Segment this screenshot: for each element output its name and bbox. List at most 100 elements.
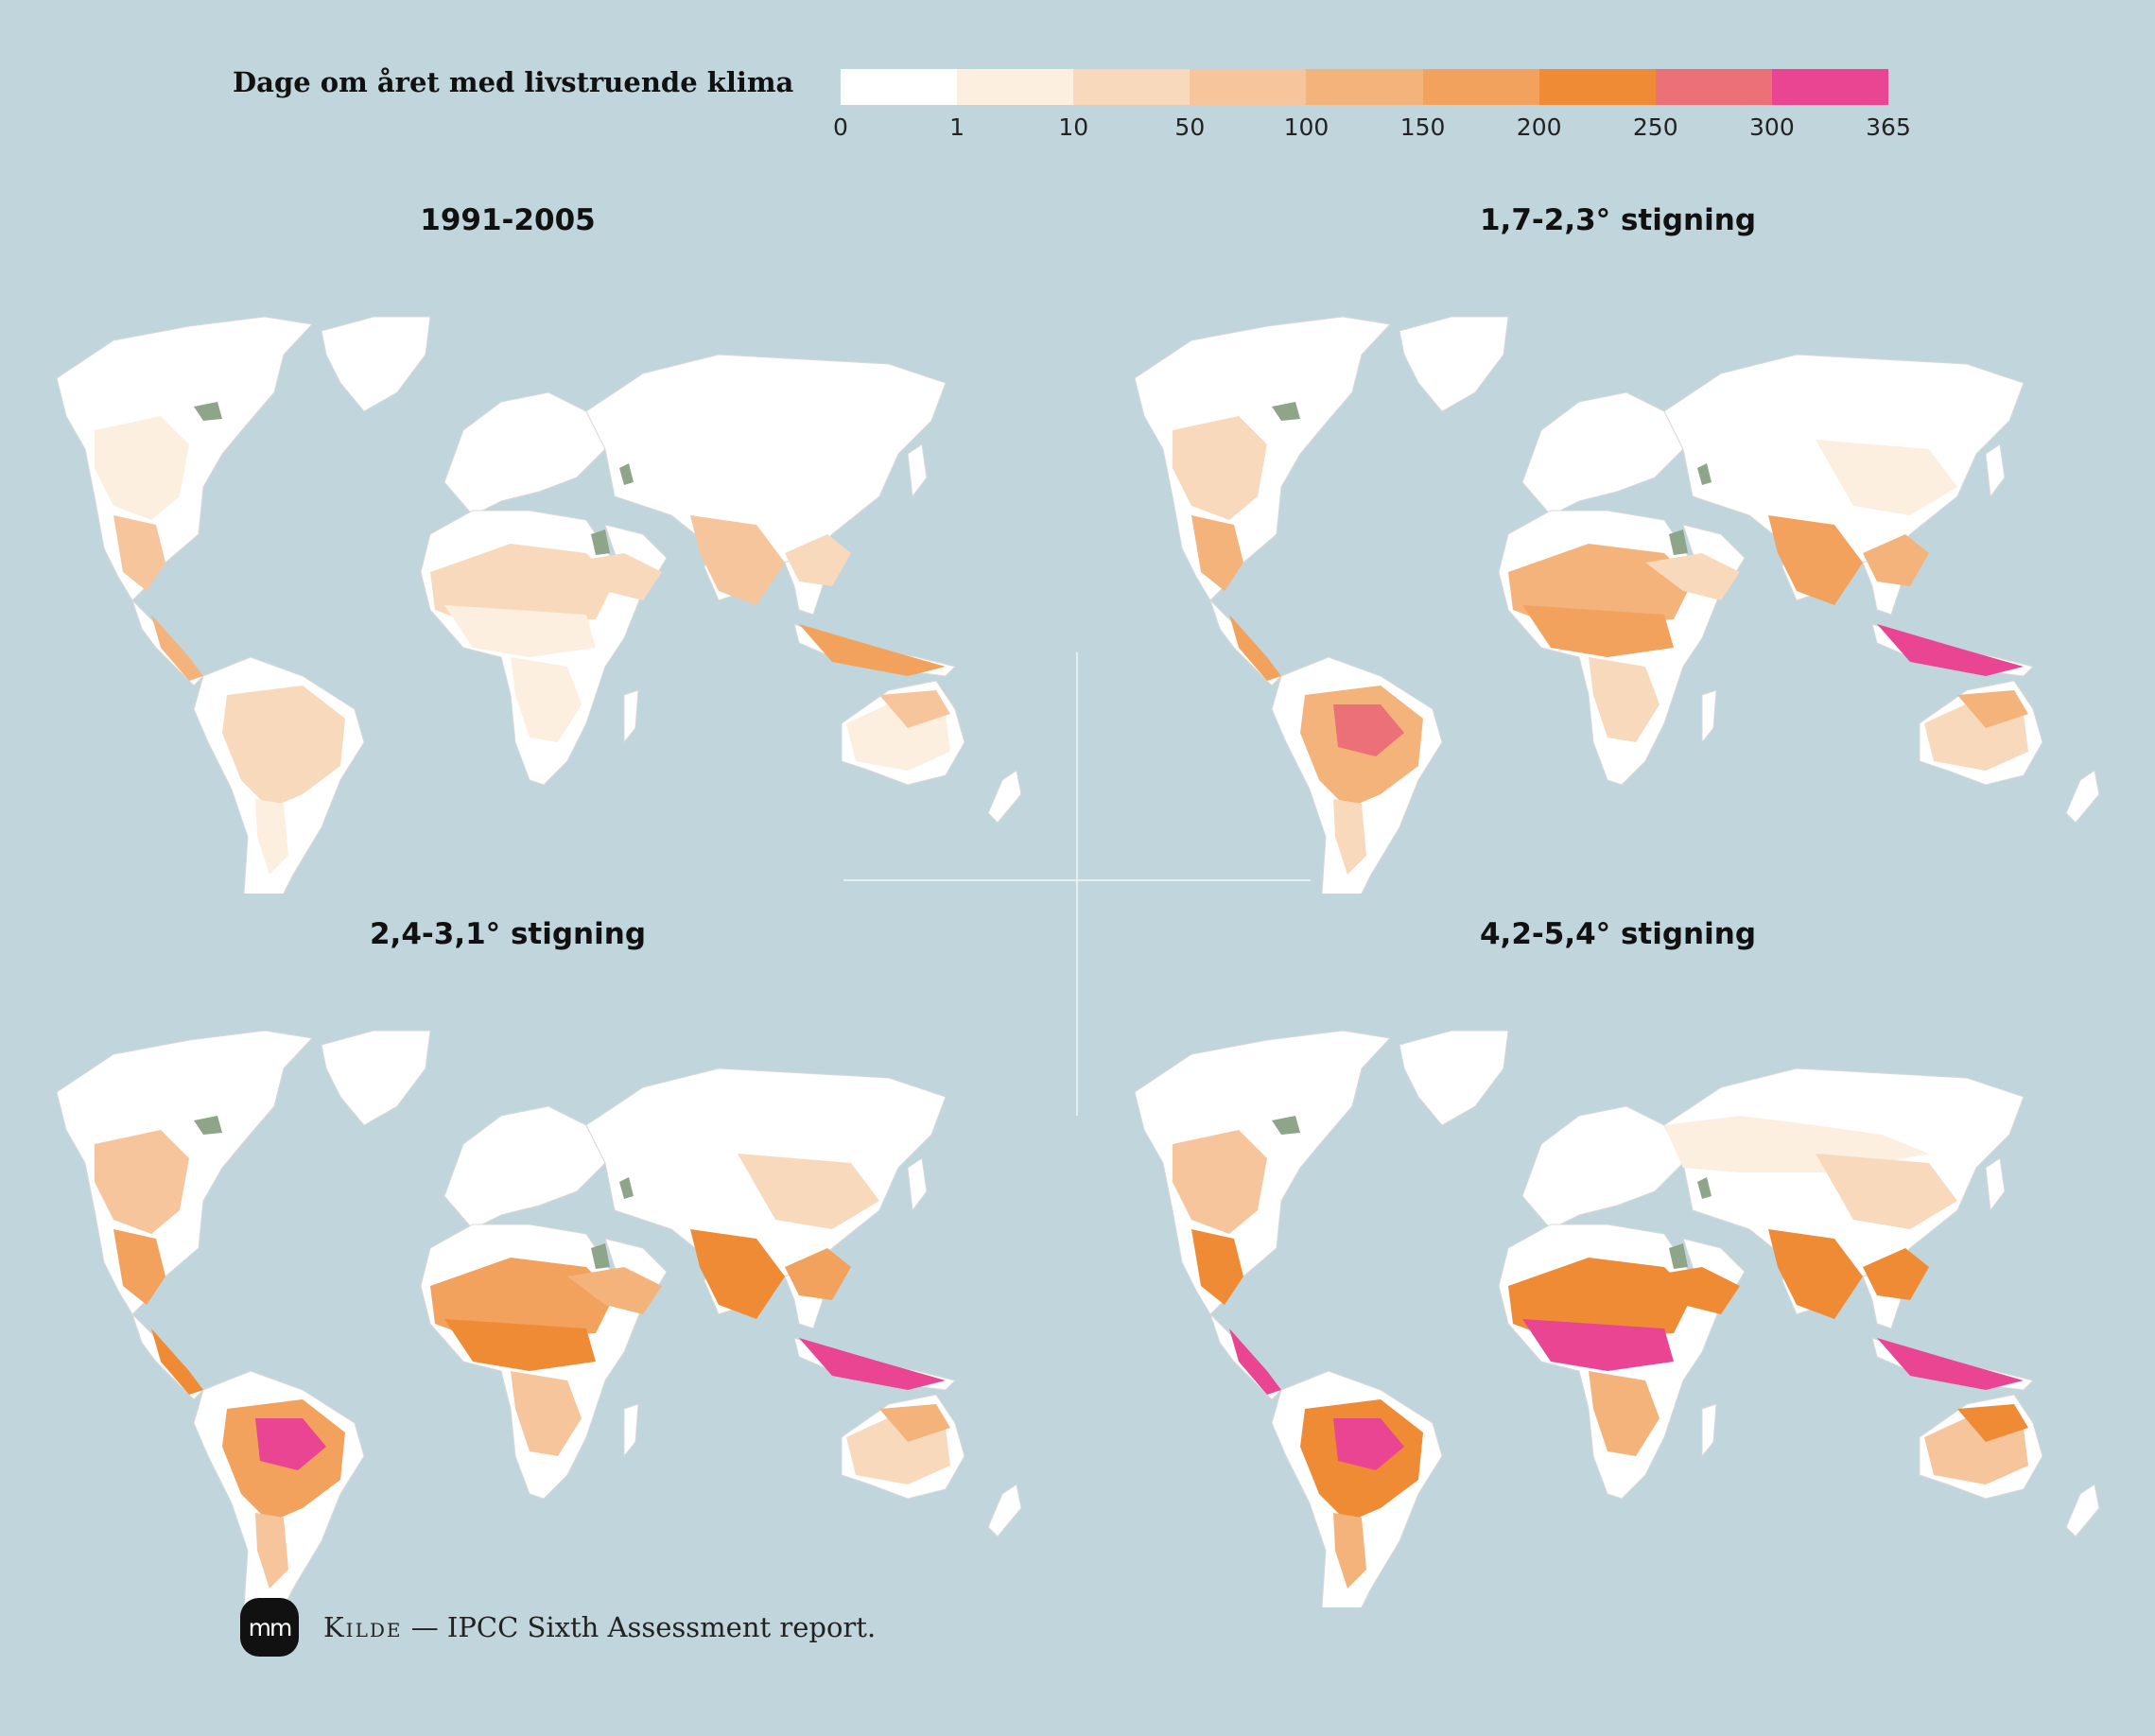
climate-region-8 [511, 1371, 582, 1456]
europe-landmass [1521, 391, 1684, 516]
greenland-landmass [321, 1030, 431, 1126]
climate-region-9 [1645, 553, 1740, 600]
lake-0 [194, 1116, 222, 1135]
legend-tick-label: 300 [1749, 113, 1795, 141]
climate-region-7 [444, 605, 596, 657]
climate-region-9 [1645, 1267, 1740, 1314]
panel-title: 1,7-2,3° stigning [1479, 203, 1757, 237]
legend-tick-label: 365 [1866, 113, 1911, 141]
legend-tick-label: 250 [1632, 113, 1678, 141]
climate-region-9 [567, 1267, 662, 1314]
climate-region-0 [1173, 416, 1267, 520]
climate-region-6 [1508, 544, 1693, 624]
legend-tick-label: 1 [949, 113, 965, 141]
map-panel-2-4-3-1-degrees: 2,4-3,1° stigning [0, 917, 1078, 1617]
climate-region-12 [799, 1338, 946, 1390]
climate-region-11 [1863, 534, 1929, 586]
climate-region-16 [1816, 1154, 1957, 1229]
world-map [56, 1030, 1022, 1607]
panel-divider-vertical [1076, 652, 1078, 1116]
source-label: Kilde [323, 1611, 403, 1643]
legend-tick-label: 200 [1516, 113, 1562, 141]
lake-2 [1697, 463, 1712, 485]
climate-region-4 [1333, 704, 1404, 756]
world-map [56, 316, 1022, 894]
lake-0 [1272, 1116, 1300, 1135]
legend-swatch-5 [1422, 69, 1539, 105]
greenland-landmass [1399, 1030, 1509, 1126]
panel-title: 2,4-3,1° stigning [369, 917, 647, 951]
legend-tick-labels: 0 1 10 50 100 150 200 250 300 365 [833, 113, 1911, 146]
legend-swatch-6 [1538, 69, 1656, 105]
legend-swatch-8 [1771, 69, 1888, 105]
climate-region-4 [255, 1418, 326, 1470]
lake-1 [591, 529, 610, 555]
climate-region-16 [738, 1154, 879, 1229]
climate-region-10 [1768, 515, 1863, 605]
legend-tick-label: 50 [1174, 113, 1206, 141]
climate-region-12 [1877, 1338, 2024, 1390]
climate-region-7 [1522, 1319, 1674, 1371]
climate-region-10 [1768, 1229, 1863, 1319]
climate-region-6 [430, 544, 615, 624]
lake-2 [619, 463, 634, 485]
greenland-landmass [321, 316, 431, 412]
madagascar-landmass [1701, 1403, 1717, 1458]
climate-region-11 [785, 1248, 851, 1300]
climate-region-1 [113, 515, 165, 591]
legend-tick-label: 0 [833, 113, 848, 141]
climate-region-2 [1229, 1328, 1281, 1395]
climate-region-2 [151, 615, 203, 681]
asia-landmass [585, 354, 947, 564]
panel-divider-horizontal [843, 879, 1311, 881]
japan-landmass [907, 443, 928, 498]
climate-region-5 [1333, 799, 1366, 875]
legend-swatch-1 [957, 69, 1074, 105]
lake-1 [1669, 1243, 1688, 1269]
legend-tick-label: 150 [1399, 113, 1446, 141]
lake-0 [1272, 402, 1300, 421]
climate-region-0 [1173, 1130, 1267, 1234]
climate-region-5 [255, 799, 288, 875]
legend-title: Dage om året med livstruende klima [233, 66, 794, 98]
climate-region-9 [567, 553, 662, 600]
japan-landmass [907, 1157, 928, 1212]
panel-title: 4,2-5,4° stigning [1479, 917, 1757, 951]
climate-region-0 [95, 416, 189, 520]
climate-region-14 [879, 1404, 950, 1442]
map-panel-1-7-2-3-degrees: 1,7-2,3° stigning [1078, 203, 2155, 903]
climate-region-5 [255, 1513, 288, 1588]
climate-region-16 [1816, 440, 1957, 515]
climate-region-6 [430, 1258, 615, 1338]
climate-region-11 [785, 534, 851, 586]
climate-region-10 [690, 1229, 785, 1319]
lake-2 [619, 1177, 634, 1199]
world-map [1134, 1030, 2100, 1607]
europe-landmass [443, 1105, 606, 1230]
climate-region-7 [1522, 605, 1674, 657]
climate-region-12 [799, 624, 946, 676]
source-text: — IPCC Sixth Assessment report. [410, 1611, 877, 1643]
japan-landmass [1985, 443, 2006, 498]
legend-swatch-3 [1190, 69, 1307, 105]
climate-region-7 [444, 1319, 596, 1371]
japan-landmass [1985, 1157, 2006, 1212]
climate-region-0 [95, 1130, 189, 1234]
europe-landmass [1521, 1105, 1684, 1230]
madagascar-landmass [1701, 689, 1717, 744]
climate-region-14 [1957, 690, 2028, 728]
legend-swatch-0 [841, 69, 958, 105]
map-panel-1991-2005: 1991-2005 [0, 203, 1078, 903]
climate-region-11 [1863, 1248, 1929, 1300]
lake-1 [591, 1243, 610, 1269]
legend-swatch-2 [1073, 69, 1190, 105]
greenland-landmass [1399, 316, 1509, 412]
newZealand-landmass [987, 770, 1022, 824]
climate-region-4 [255, 704, 326, 756]
world-map [1134, 316, 2100, 894]
lake-0 [194, 402, 222, 421]
climate-region-14 [879, 690, 950, 728]
lake-2 [1697, 1177, 1712, 1199]
panel-title: 1991-2005 [420, 203, 596, 237]
climate-region-5 [1333, 1513, 1366, 1588]
